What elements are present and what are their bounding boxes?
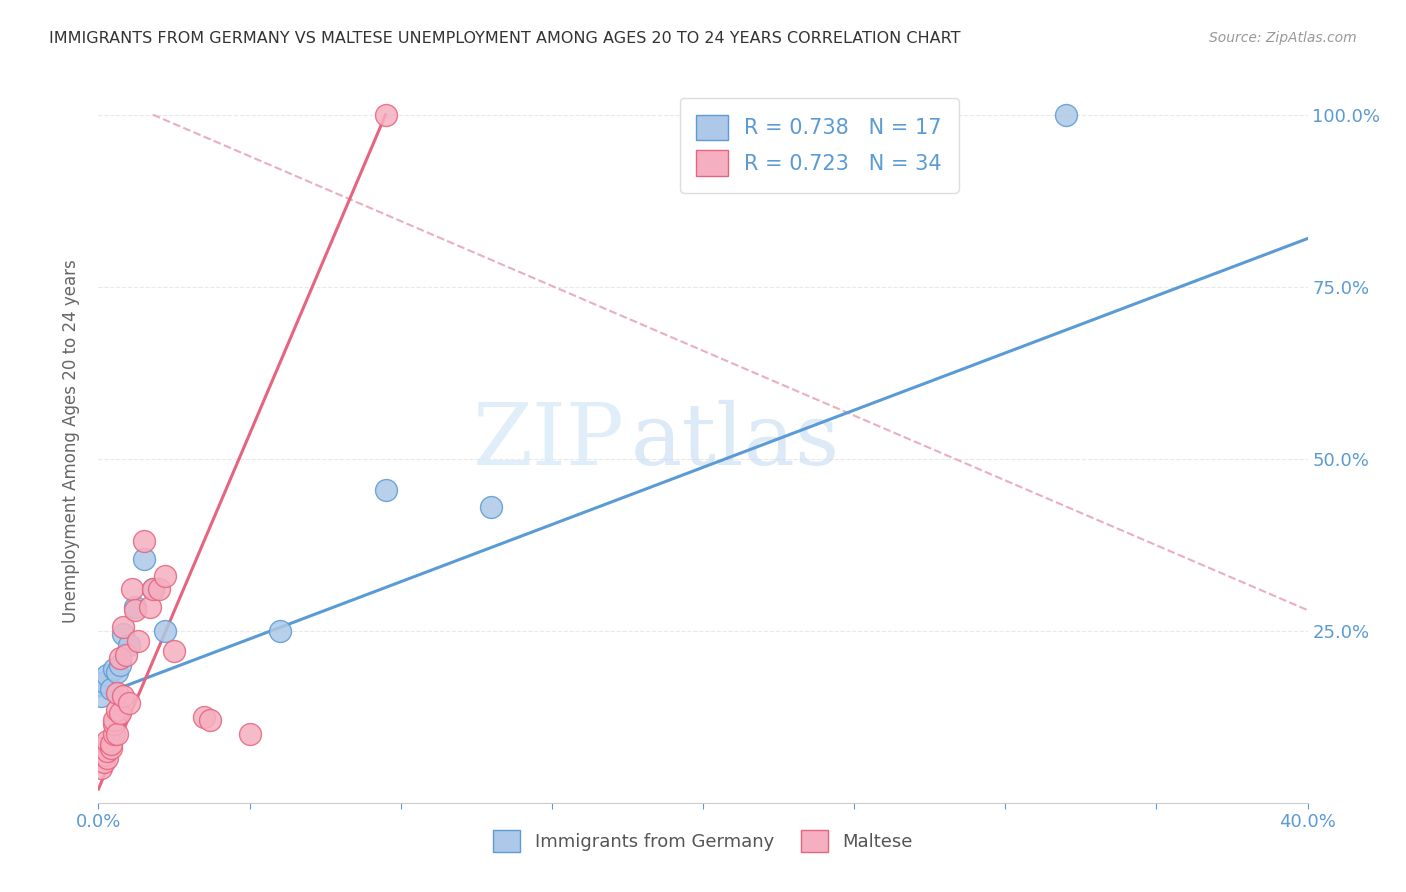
Point [153, 568, 176, 582]
Point [127, 634, 149, 648]
Point [481, 500, 503, 514]
Point [132, 551, 155, 566]
Point [374, 108, 396, 122]
Point [111, 620, 134, 634]
Point [90, 689, 112, 703]
Point [374, 483, 396, 497]
Point [153, 624, 176, 638]
Point [108, 706, 131, 721]
Point [90, 740, 112, 755]
Y-axis label: Unemployment Among Ages 20 to 24 years: Unemployment Among Ages 20 to 24 years [62, 260, 80, 624]
Point [118, 638, 141, 652]
Point [239, 727, 262, 741]
Point [103, 713, 125, 727]
Point [96, 668, 118, 682]
Text: Source: ZipAtlas.com: Source: ZipAtlas.com [1209, 31, 1357, 45]
Point [139, 599, 162, 614]
Point [105, 727, 128, 741]
Point [103, 662, 125, 676]
Point [100, 737, 122, 751]
Text: IMMIGRANTS FROM GERMANY VS MALTESE UNEMPLOYMENT AMONG AGES 20 TO 24 YEARS CORREL: IMMIGRANTS FROM GERMANY VS MALTESE UNEMP… [49, 31, 960, 46]
Point [142, 582, 165, 597]
Point [118, 696, 141, 710]
Point [100, 740, 122, 755]
Point [111, 627, 134, 641]
Point [148, 582, 170, 597]
Point [96, 744, 118, 758]
Point [90, 761, 112, 775]
Text: atlas: atlas [630, 400, 839, 483]
Point [193, 710, 215, 724]
Point [163, 644, 186, 658]
Legend: Immigrants from Germany, Maltese: Immigrants from Germany, Maltese [486, 822, 920, 859]
Point [105, 686, 128, 700]
Point [200, 713, 222, 727]
Point [108, 658, 131, 673]
Point [108, 651, 131, 665]
Point [121, 582, 143, 597]
Point [96, 751, 118, 765]
Point [93, 747, 115, 762]
Point [1054, 108, 1077, 122]
Point [93, 755, 115, 769]
Point [269, 624, 291, 638]
Point [103, 716, 125, 731]
Point [105, 703, 128, 717]
Point [124, 603, 146, 617]
Point [114, 648, 136, 662]
Point [105, 665, 128, 679]
Point [132, 534, 155, 549]
Point [142, 582, 165, 597]
Point [124, 599, 146, 614]
Point [93, 675, 115, 690]
Text: ZIP: ZIP [472, 400, 624, 483]
Point [96, 734, 118, 748]
Point [103, 727, 125, 741]
Point [100, 682, 122, 697]
Point [111, 689, 134, 703]
